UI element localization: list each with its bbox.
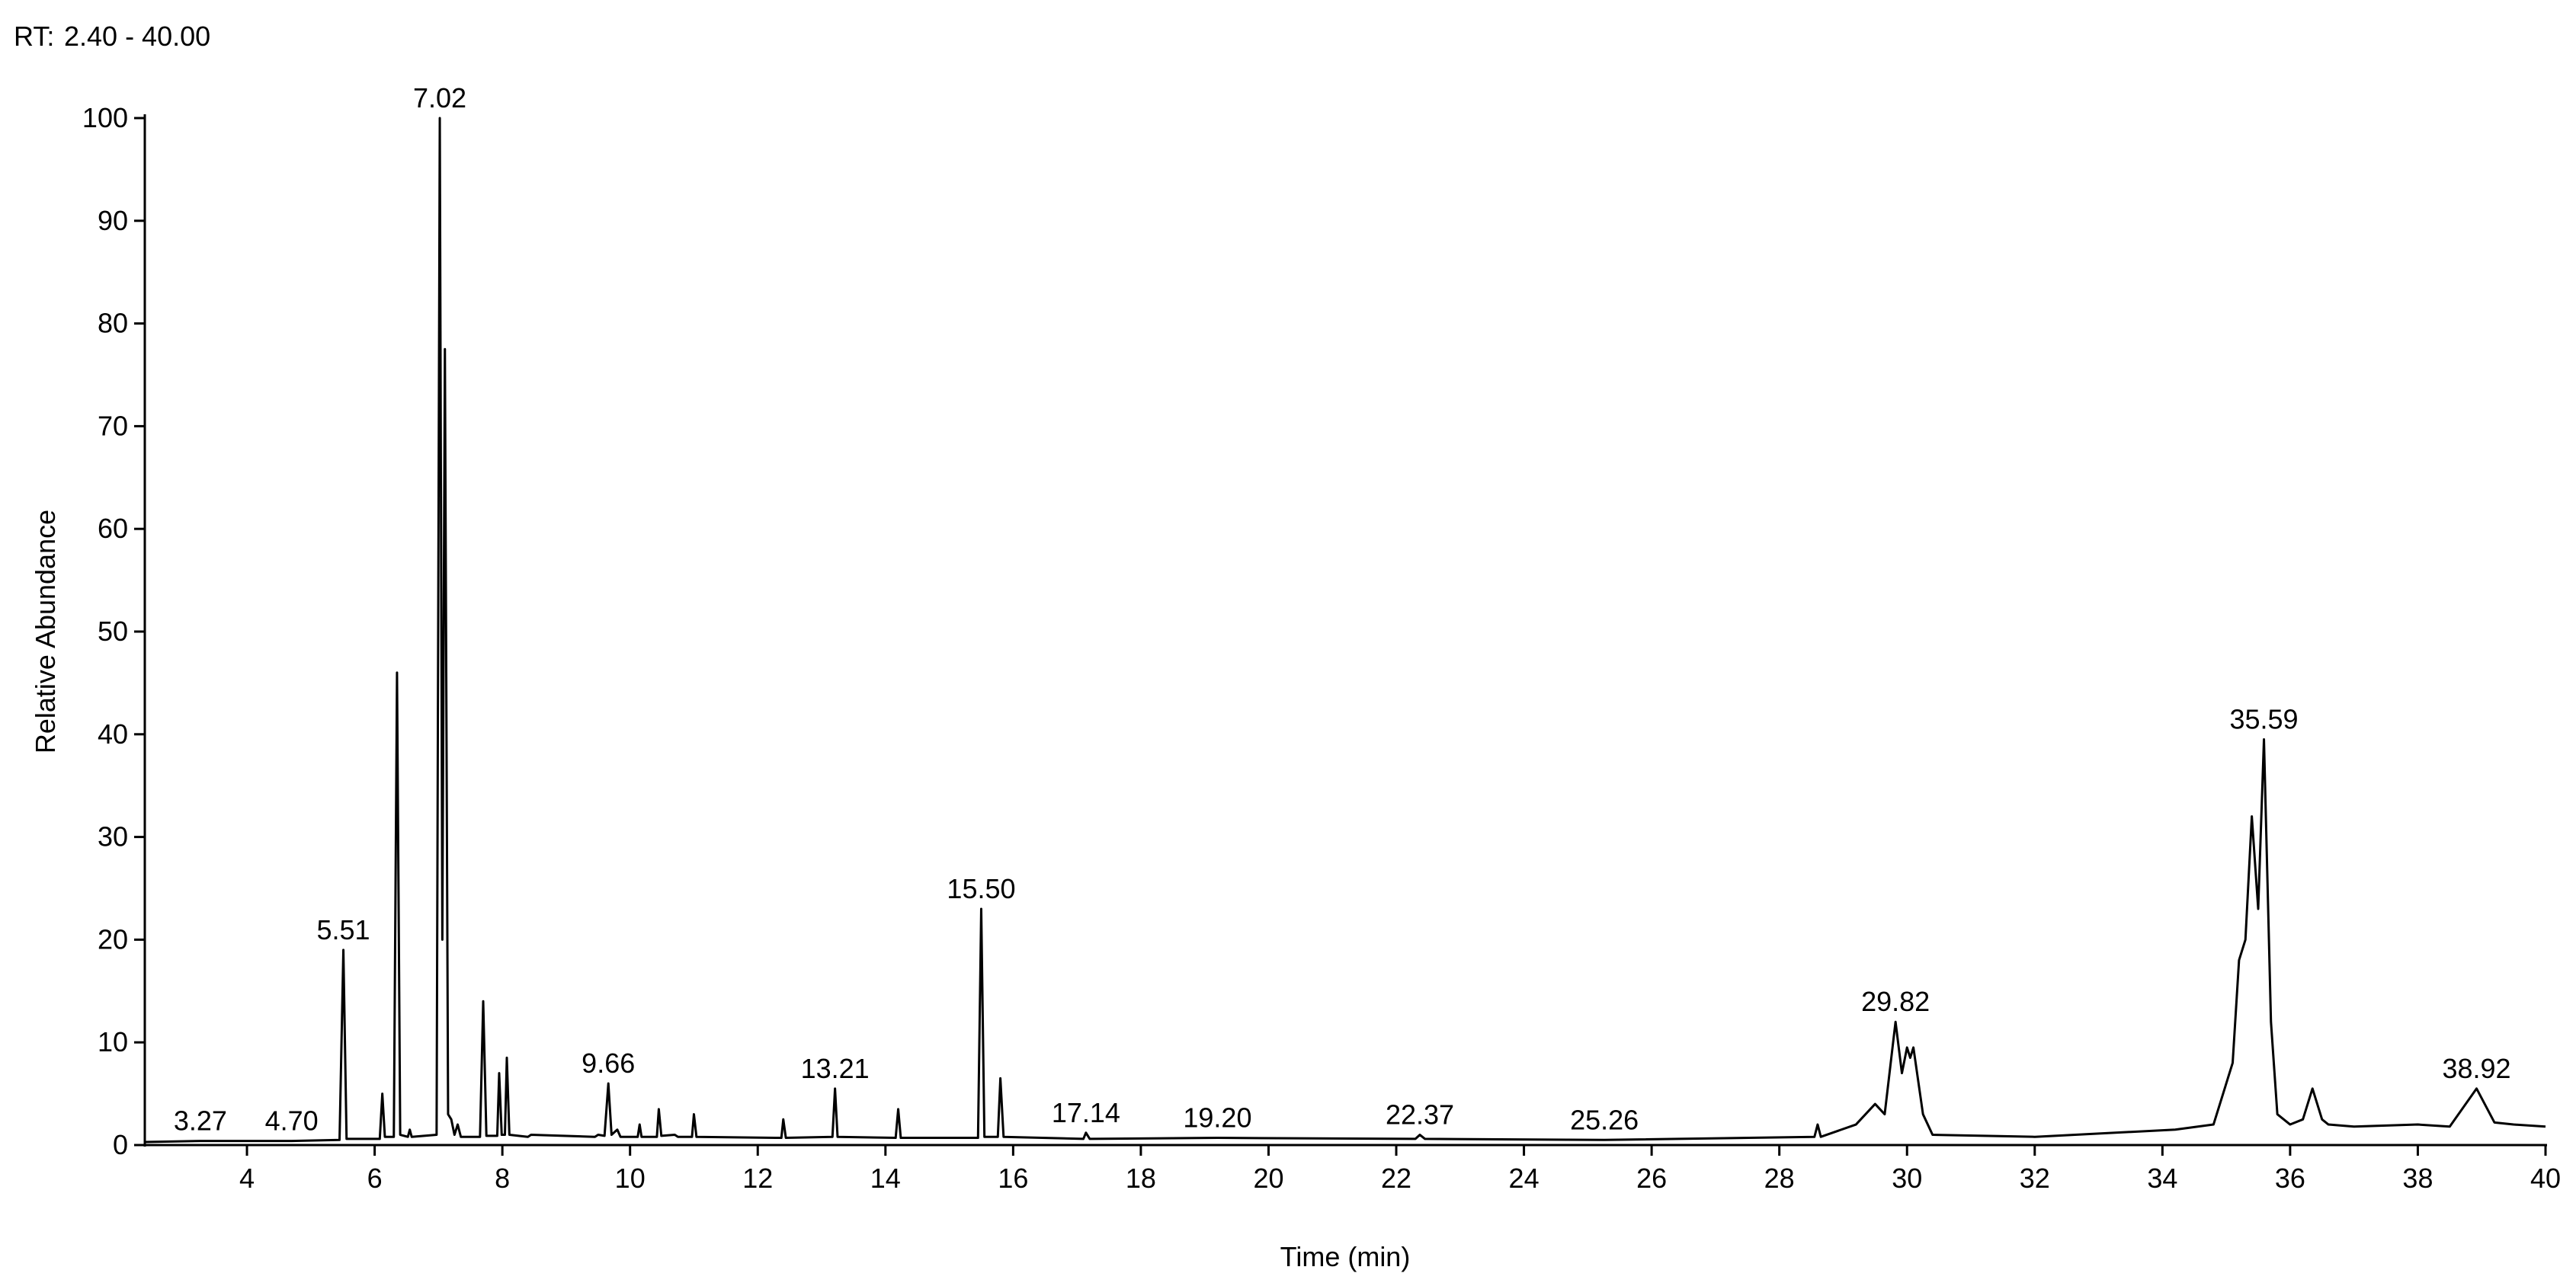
x-tick-label: 36 — [2275, 1163, 2305, 1194]
peak-label: 3.27 — [174, 1105, 227, 1137]
x-tick-label: 28 — [1764, 1163, 1795, 1194]
y-tick-label: 100 — [82, 102, 128, 133]
rt-range: 2.40 - 40.00 — [64, 21, 210, 52]
y-tick-label: 20 — [98, 923, 128, 955]
peak-label: 38.92 — [2442, 1053, 2510, 1084]
x-tick-label: 14 — [870, 1163, 901, 1194]
x-tick-label: 32 — [2020, 1163, 2050, 1194]
peak-label: 4.70 — [265, 1105, 319, 1137]
x-tick-label: 10 — [615, 1163, 646, 1194]
peak-label: 35.59 — [2229, 704, 2298, 735]
x-tick-label: 38 — [2402, 1163, 2433, 1194]
x-tick-label: 30 — [1892, 1163, 1922, 1194]
peak-label: 9.66 — [582, 1048, 635, 1079]
peak-label: 25.26 — [1570, 1104, 1639, 1135]
x-tick-label: 24 — [1509, 1163, 1540, 1194]
x-tick-label: 40 — [2530, 1163, 2561, 1194]
x-tick-label: 6 — [367, 1163, 383, 1194]
x-axis-title: Time (min) — [1280, 1241, 1411, 1272]
rt-label: RT: — [14, 21, 54, 52]
chromatogram-trace — [144, 117, 2546, 1144]
x-tick-label: 34 — [2147, 1163, 2177, 1194]
x-tick-label: 16 — [998, 1163, 1028, 1194]
y-tick-label: 30 — [98, 821, 128, 853]
peak-label: 17.14 — [1052, 1097, 1120, 1128]
y-tick-label: 50 — [98, 616, 128, 647]
x-tick-label: 18 — [1126, 1163, 1156, 1194]
y-tick-label: 60 — [98, 513, 128, 544]
peak-label: 5.51 — [317, 914, 370, 945]
peak-label: 29.82 — [1861, 986, 1930, 1017]
y-tick-label: 70 — [98, 410, 128, 441]
y-tick-label: 40 — [98, 718, 128, 750]
x-tick-label: 20 — [1253, 1163, 1283, 1194]
x-tick-label: 8 — [495, 1163, 510, 1194]
peak-label: 13.21 — [801, 1053, 870, 1084]
y-tick-label: 90 — [98, 205, 128, 236]
peak-label: 7.02 — [413, 82, 466, 114]
y-tick-label: 10 — [98, 1026, 128, 1057]
peak-label: 22.37 — [1386, 1099, 1454, 1131]
y-tick-label: 0 — [113, 1129, 128, 1160]
y-axis-title: Relative Abundance — [30, 510, 61, 753]
x-tick-label: 12 — [742, 1163, 773, 1194]
x-tick-label: 4 — [239, 1163, 255, 1194]
x-tick-label: 22 — [1381, 1163, 1411, 1194]
peak-label: 15.50 — [947, 873, 1015, 904]
y-tick-label: 80 — [98, 308, 128, 339]
x-tick-label: 26 — [1636, 1163, 1667, 1194]
peak-label: 19.20 — [1183, 1102, 1251, 1134]
